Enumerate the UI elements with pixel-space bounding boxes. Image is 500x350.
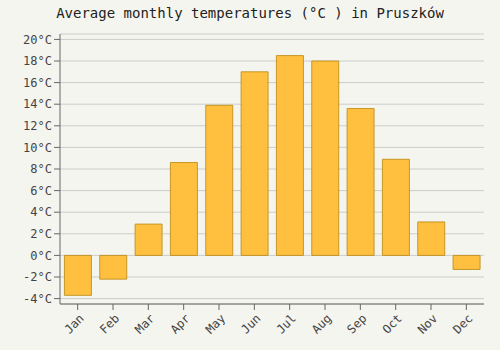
svg-text:8°C: 8°C <box>30 162 52 176</box>
svg-text:10°C: 10°C <box>23 141 52 155</box>
svg-text:Oct: Oct <box>380 311 405 336</box>
svg-text:0°C: 0°C <box>30 249 52 263</box>
svg-text:18°C: 18°C <box>23 54 52 68</box>
svg-text:Jun: Jun <box>238 311 263 336</box>
svg-text:Nov: Nov <box>415 311 440 336</box>
svg-text:-4°C: -4°C <box>23 292 52 306</box>
svg-text:Mar: Mar <box>132 311 157 336</box>
svg-text:16°C: 16°C <box>23 76 52 90</box>
svg-text:Jan: Jan <box>62 311 87 336</box>
html-text:Average monthly temperatures (: Average monthly temperatures (°C ) in Pr… <box>56 5 444 21</box>
svg-text:12°C: 12°C <box>23 119 52 133</box>
svg-text:Apr: Apr <box>168 311 193 336</box>
svg-text:Jul: Jul <box>274 311 299 336</box>
svg-text:20°C: 20°C <box>23 33 52 47</box>
svg-text:Feb: Feb <box>97 311 122 336</box>
svg-text:Dec: Dec <box>450 311 475 336</box>
svg-text:6°C: 6°C <box>30 184 52 198</box>
svg-text:14°C: 14°C <box>23 97 52 111</box>
svg-text:2°C: 2°C <box>30 227 52 241</box>
svg-text:May: May <box>203 311 228 336</box>
svg-text:-2°C: -2°C <box>23 270 52 284</box>
svg-text:Sep: Sep <box>344 311 369 336</box>
svg-text:Aug: Aug <box>309 311 334 336</box>
svg-text:4°C: 4°C <box>30 205 52 219</box>
